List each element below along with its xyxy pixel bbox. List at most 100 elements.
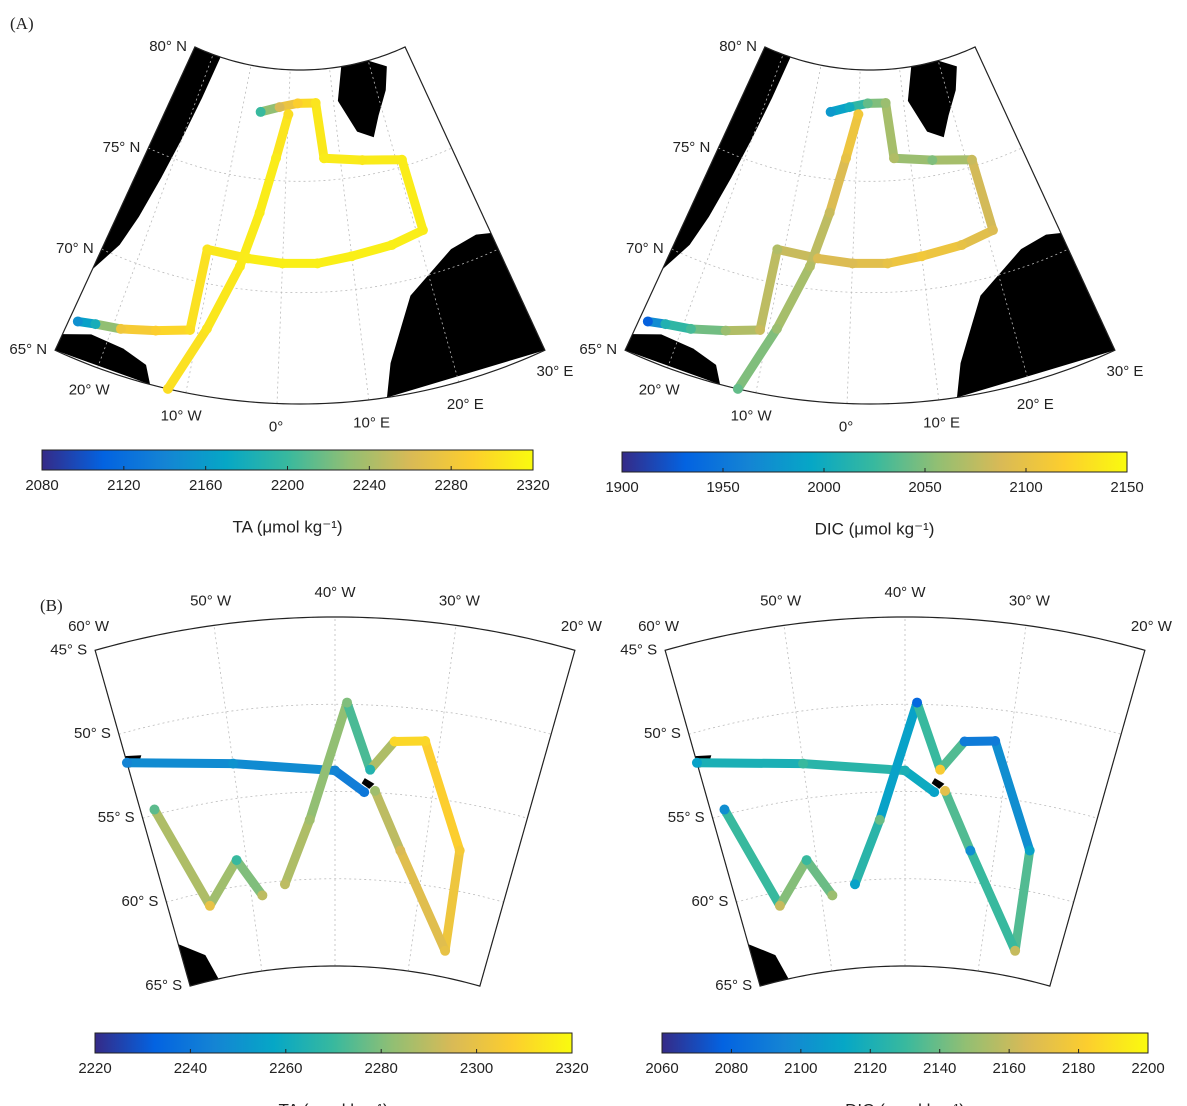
colorbar-tick-label: 2160 [992,1060,1025,1077]
colorbar-tick-label: 2200 [1131,1060,1164,1077]
track-segment [232,855,267,900]
track-point [966,154,977,165]
lon-label: 30° W [439,593,481,610]
colorbar-tick-label: 2100 [1009,479,1042,496]
colorbar-tick-label: 1900 [605,479,638,496]
track-segment [719,805,785,911]
lon-label: 10° W [731,407,773,424]
meridian [783,625,833,972]
track-point [274,102,285,113]
track-segment [940,786,975,856]
track-point [231,855,242,866]
track-point [365,764,376,775]
track-point [916,251,927,262]
colorbar-tick-label: 2320 [555,1060,588,1077]
track-point [359,787,370,798]
lat-label: 65° N [9,341,47,358]
land [907,60,957,138]
lat-label: 70° N [626,240,664,257]
panel-label: (A) [10,14,34,33]
track-point [257,890,268,901]
colorbar-tick-label: 2160 [189,477,222,494]
track-point [312,258,323,269]
track-segment [122,758,238,769]
colorbar [621,451,1128,473]
lat-label: 70° N [56,240,94,257]
colorbar-tick-label: 2150 [1110,479,1143,496]
track-point [386,240,397,251]
land [92,46,221,270]
track-point [732,383,743,394]
track-point [121,757,132,768]
colorbar-label: TA (μmol kg⁻¹) [278,1100,388,1106]
track-point [279,879,290,890]
track-segment [957,225,998,250]
track-segment [255,153,281,218]
track-point [292,98,303,109]
lon-label: 40° W [314,584,356,601]
track-point [204,900,215,911]
track-segment [202,261,245,334]
track-segment [1010,846,1035,956]
track-point [844,102,855,113]
track-point [346,251,357,262]
track-segment [149,805,215,911]
track-segment [881,98,899,163]
track-point [965,845,976,856]
track-segment [825,153,851,218]
lon-label: 0° [269,418,283,435]
lat-label: 65° S [145,977,182,994]
track-segment [342,698,375,775]
track-segment [116,324,161,336]
lon-label: 60° W [68,618,110,635]
track-point [685,323,696,334]
track-point [254,207,265,218]
track-point [882,258,893,269]
track-segment [280,815,315,889]
track-point [935,764,946,775]
lon-label: 40° W [884,584,926,601]
track-segment [965,846,1020,956]
track-point [987,225,998,236]
meridian [329,68,370,400]
lon-label: 30° E [1107,363,1144,380]
lat-label: 80° N [719,38,757,55]
track-point [880,97,891,108]
track-point [771,323,782,334]
track-segment [686,324,731,336]
lon-label: 20° E [1017,396,1054,413]
track-point [389,736,400,747]
track-segment [347,240,397,261]
track-point [115,323,126,334]
track-point [395,845,406,856]
lon-label: 20° W [69,381,111,398]
meridian [667,54,784,368]
land [178,944,219,987]
track-point [959,736,970,747]
land [931,778,945,789]
track-segment [990,736,1035,856]
track-point [342,697,353,708]
track-point [804,261,815,272]
colorbar [661,1032,1149,1054]
track-segment [305,698,352,825]
lat-label: 80° N [149,38,187,55]
track-point [956,240,967,251]
track-segment [395,846,450,956]
track-segment [420,736,465,856]
colorbar-tick-label: 2120 [854,1060,887,1077]
lon-label: 30° E [537,363,574,380]
meridian [846,69,861,404]
track-segment [967,155,998,235]
lon-label: 20° W [1131,618,1173,635]
track-point [255,106,266,117]
parallel [101,248,499,294]
track-point [90,319,101,330]
land [662,46,791,270]
track-point [929,787,940,798]
track-point [370,785,381,796]
meridian [213,625,263,972]
meridian [97,54,214,368]
track-point [825,106,836,117]
